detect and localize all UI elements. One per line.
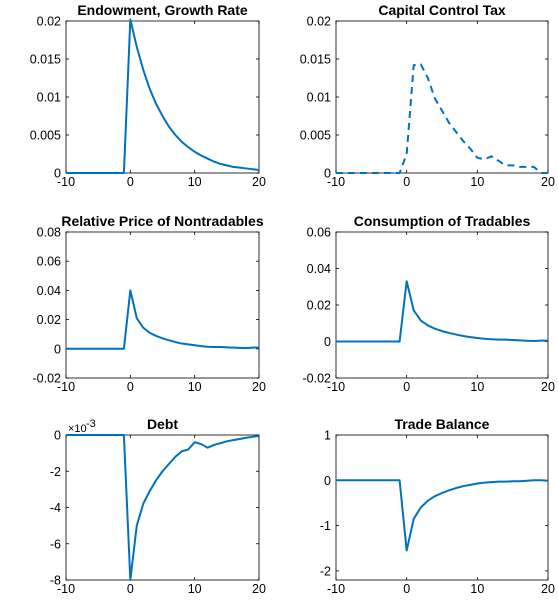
relative-price-nontradables-y-tick-label: 0.06 [37, 255, 61, 269]
debt-y-tick-label: -4 [50, 501, 61, 515]
debt-y-tick-label: -2 [50, 465, 61, 479]
consumption-tradables-y-tick-label: 0.02 [307, 299, 331, 313]
debt-title: Debt [147, 416, 178, 432]
relative-price-nontradables-x-tick-label: 0 [127, 380, 134, 394]
trade-balance-y-tick-label: 0 [324, 474, 331, 488]
capital-control-tax-x-tick-label: 20 [541, 175, 555, 189]
trade-balance-x-tick-label: 0 [403, 582, 410, 596]
consumption-tradables-axes-box [335, 231, 549, 379]
consumption-tradables-y-tick-label: 0 [324, 335, 331, 349]
debt-y-multiplier-exponent: -3 [86, 418, 96, 430]
consumption-tradables-x-tick-label: -10 [327, 380, 345, 394]
debt-y-tick-label: -8 [50, 574, 61, 588]
consumption-tradables-title: Consumption of Tradables [354, 213, 531, 229]
debt-axes-box [65, 434, 260, 581]
debt-panel: Debt -10 0 10 20 -8 -6 -4 -2 0 ×10 -3 [50, 416, 266, 596]
relative-price-nontradables-x-tick-label: 10 [188, 380, 202, 394]
consumption-tradables-panel: Consumption of Tradables -10 0 10 20 -0.02 0 0.… [303, 213, 555, 394]
capital-control-tax-y-tick-label: 0.015 [300, 53, 331, 67]
trade-balance-x-tick-label: 20 [541, 582, 555, 596]
endowment-growth-rate-axes-box [65, 20, 260, 174]
endowment-growth-rate-y-tick-label: 0.02 [37, 15, 61, 29]
relative-price-nontradables-panel: Relative Price of Nontradables -10 0 10 20 -0… [33, 213, 266, 394]
endowment-growth-rate-panel: Endowment, Growth Rate-10 0 10 2000.0050.01… [30, 2, 266, 189]
endowment-growth-rate-title: Endowment, Growth Rate [77, 2, 248, 18]
endowment-growth-rate-y-tick-label: 0.015 [30, 53, 61, 67]
consumption-tradables-y-tick-label: 0.04 [307, 262, 331, 276]
relative-price-nontradables-series-line [66, 289, 259, 350]
relative-price-nontradables-x-tick-label: 20 [252, 380, 266, 394]
endowment-growth-rate-x-tick-label: 10 [188, 175, 202, 189]
relative-price-nontradables-y-tick-label: 0 [54, 342, 61, 356]
capital-control-tax-x-tick-label: -10 [327, 175, 345, 189]
capital-control-tax-y-tick-label: 0 [324, 167, 331, 181]
capital-control-tax-title: Capital Control Tax [378, 2, 506, 18]
relative-price-nontradables-y-tick-label: 0.02 [37, 313, 61, 327]
endowment-growth-rate-x-tick-label: 0 [127, 175, 134, 189]
debt-x-tick-label: -10 [57, 582, 75, 596]
capital-control-tax-series-line [336, 63, 548, 174]
debt-x-tick-label: 0 [127, 582, 134, 596]
consumption-tradables-series-line [336, 280, 548, 343]
trade-balance-axes-box [335, 434, 549, 581]
debt-series-line [66, 434, 260, 581]
endowment-growth-rate-y-tick-label: 0.005 [30, 129, 61, 143]
capital-control-tax-axes-box [335, 20, 549, 174]
trade-balance-x-tick-label: -10 [327, 582, 345, 596]
relative-price-nontradables-title: Relative Price of Nontradables [61, 213, 264, 229]
capital-control-tax-y-tick-label: 0.02 [307, 15, 331, 29]
capital-control-tax-x-tick-label: 10 [470, 175, 484, 189]
relative-price-nontradables-y-tick-label: 0.04 [37, 284, 61, 298]
trade-balance-y-tick-label: 1 [324, 429, 331, 443]
debt-y-tick-label: 0 [54, 429, 61, 443]
capital-control-tax-y-tick-label: 0.005 [300, 129, 331, 143]
debt-y-multiplier: ×10 [68, 423, 87, 435]
endowment-growth-rate-y-tick-label: 0.01 [37, 91, 61, 105]
endowment-growth-rate-series-line [66, 18, 260, 174]
debt-x-tick-label: 10 [188, 582, 202, 596]
debt-y-tick-label: -6 [50, 537, 61, 551]
endowment-growth-rate-x-tick-label: 20 [252, 175, 266, 189]
relative-price-nontradables-y-tick-label: 0.08 [37, 226, 61, 240]
trade-balance-y-tick-label: -1 [320, 519, 331, 533]
debt-x-tick-label: 20 [252, 582, 266, 596]
trade-balance-series-line [336, 479, 549, 552]
trade-balance-y-tick-label: -2 [320, 564, 331, 578]
consumption-tradables-x-tick-label: 10 [470, 380, 484, 394]
capital-control-tax-panel: Capital Control Tax-10 0 10 2000.0050.010.0… [300, 2, 555, 189]
relative-price-nontradables-x-tick-label: -10 [57, 380, 75, 394]
trade-balance-panel: Trade Balance-10 0 10 20-2-101 [320, 416, 555, 596]
endowment-growth-rate-y-tick-label: 0 [54, 167, 61, 181]
capital-control-tax-y-tick-label: 0.01 [307, 91, 331, 105]
trade-balance-title: Trade Balance [395, 416, 490, 432]
consumption-tradables-x-tick-label: 20 [541, 380, 555, 394]
consumption-tradables-x-tick-label: 0 [403, 380, 410, 394]
consumption-tradables-y-tick-label: 0.06 [307, 226, 331, 240]
trade-balance-x-tick-label: 10 [470, 582, 484, 596]
endowment-growth-rate-x-tick-label: -10 [57, 175, 75, 189]
consumption-tradables-y-tick-label: -0.02 [303, 372, 332, 386]
relative-price-nontradables-y-tick-label: -0.02 [33, 372, 62, 386]
capital-control-tax-x-tick-label: 0 [403, 175, 410, 189]
relative-price-nontradables-axes-box [65, 231, 260, 379]
